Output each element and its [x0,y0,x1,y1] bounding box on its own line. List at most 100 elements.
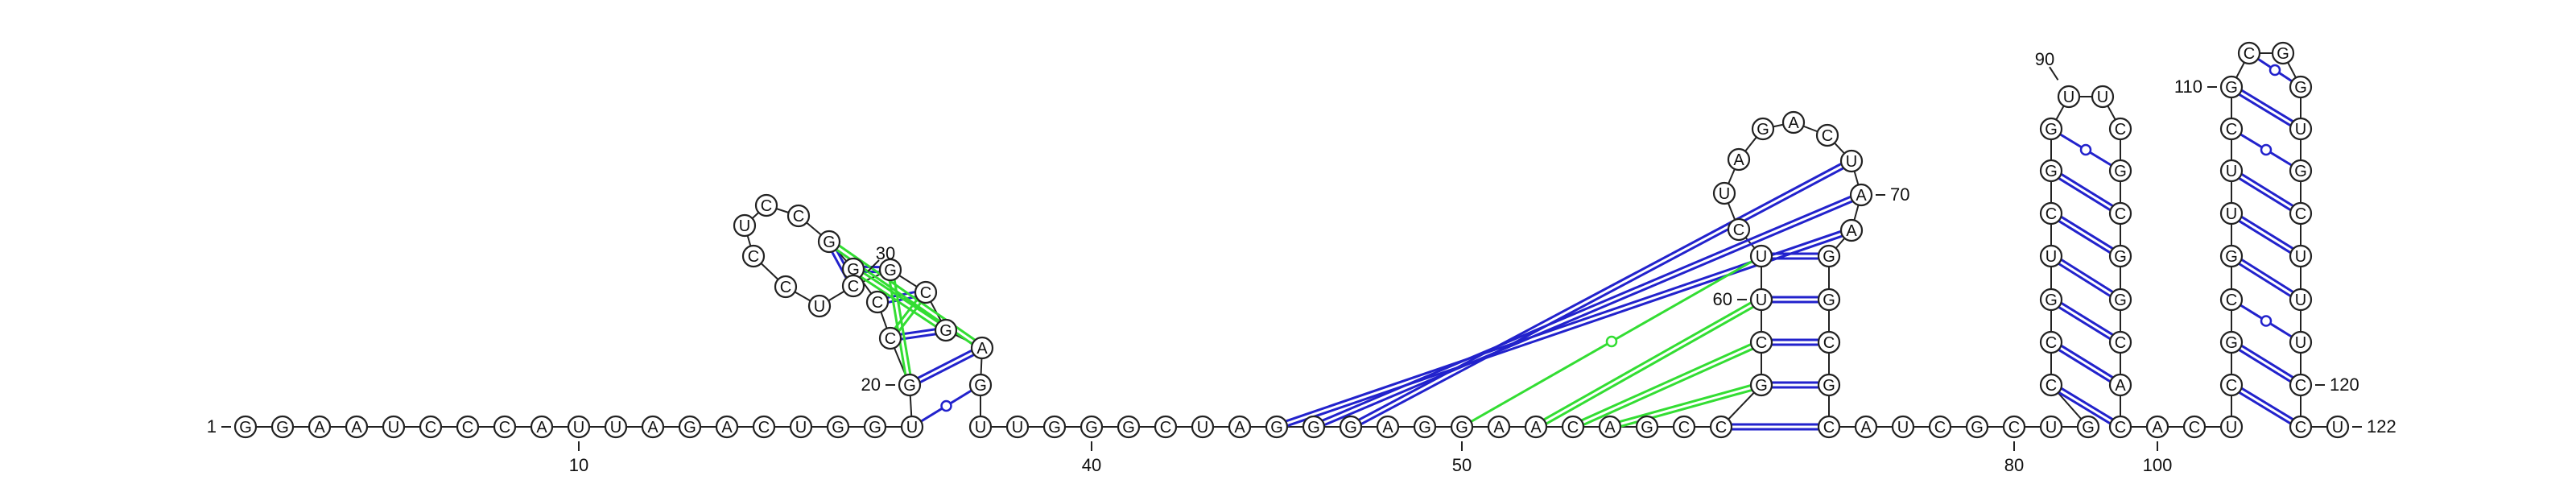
nucleotide-101: C [2182,415,2207,439]
nucleotide-circle [2145,415,2169,439]
nucleotide-letter: G [2277,45,2289,63]
nucleotide-circle [1817,330,1841,354]
nucleotide-letter: C [885,330,896,348]
nucleotide-circle [382,415,406,439]
nucleotide-letter: C [2046,205,2057,223]
nucleotide-circle [456,415,480,439]
nucleotide-circle [2108,159,2132,183]
nucleotide-18: G [863,415,887,439]
nucleotide-letter: A [536,419,547,437]
nucleotide-circle [1839,218,1864,242]
nucleotide-letter: G [1757,121,1769,139]
nucleotide-circle [604,415,628,439]
nucleotide-letter: G [2045,121,2058,139]
nucleotide-41: G [1117,415,1141,439]
nucleotide-80: C [2002,415,2026,439]
nucleotide-circle [914,280,938,304]
gu-pair-marker [2079,143,2092,156]
nucleotide-59: C [1749,330,1773,354]
nucleotide-circle [1749,373,1773,397]
nucleotide-letter: C [499,419,510,437]
nucleotide-circle [1302,415,1326,439]
nucleotide-circle [2057,85,2081,109]
nucleotide-letter: U [975,419,986,437]
nucleotide-circle [1005,415,1030,439]
nucleotide-letter: A [1493,419,1505,437]
gu-pair-marker [1605,335,1618,348]
nucleotide-letter: C [2115,419,2126,437]
nucleotide-39: G [1042,415,1067,439]
nucleotide-90: U [2057,85,2081,109]
nucleotide-circle [419,415,443,439]
nucleotide-7: C [456,415,480,439]
pseudoknot-pair-line [1534,296,1762,426]
nucleotide-30: U [807,294,832,318]
nucleotide-circle [2108,201,2132,226]
nucleotide-circle [493,415,517,439]
nucleotide-20: G [898,373,922,397]
nucleotide-letter: A [1860,419,1872,437]
position-label: 40 [1082,455,1101,475]
nucleotide-89: G [2039,117,2063,141]
nucleotide-letter: U [610,419,621,437]
nucleotide-circle [2289,373,2313,397]
nucleotide-letter: U [2295,248,2306,266]
nucleotide-letter: U [573,419,584,437]
nucleotide-letter: U [2226,205,2237,223]
gu-pair-marker [2268,64,2281,77]
nucleotide-13: G [678,415,702,439]
nucleotide-37: U [968,415,993,439]
nucleotide-44: A [1228,415,1252,439]
base-pair-line [2051,296,2124,341]
nucleotide-40: G [1080,415,1104,439]
nucleotide-75: C [1817,415,1841,439]
nucleotide-letter: U [1897,419,1909,437]
nucleotide-70: A [1839,218,1864,242]
base-pair-line [909,349,985,389]
nucleotide-circle [863,415,887,439]
nucleotide-22: C [865,290,890,314]
nucleotide-58: G [1749,373,1773,397]
nucleotide-circle [968,415,993,439]
nucleotide-circle [1672,415,1696,439]
nucleotide-letter: U [2295,121,2306,139]
nucleotide-circle [733,213,757,238]
nucleotide-letter: G [1122,419,1135,437]
nucleotide-letter: A [1733,151,1744,169]
nucleotide-68: U [1839,149,1864,173]
nucleotide-98: A [2108,373,2132,397]
nucleotide-letter: G [2114,292,2127,309]
nucleotide-34: G [934,318,958,342]
base-pair-line [2228,214,2301,260]
nucleotide-79: G [1965,415,1989,439]
nucleotide-circle [2289,244,2313,268]
position-label: 20 [861,374,881,395]
nucleotide-87: C [2039,201,2063,226]
nucleotide-letter: C [1715,419,1727,437]
nucleotide-121: C [2289,415,2313,439]
nucleotide-circle [934,318,958,342]
nucleotide-letter: G [1455,419,1468,437]
pseudoknot-pair-line [1608,381,1762,426]
nucleotide-letter: U [2332,419,2343,437]
nucleotide-circle [2289,288,2313,312]
nucleotide-circle [641,415,665,439]
nucleotide-107: U [2219,201,2244,226]
nucleotide-circle [2039,415,2063,439]
nucleotide-circle [2289,201,2313,226]
nucleotide-122: U [2326,415,2350,439]
nucleotide-116: C [2289,201,2313,226]
base-pair-line [2051,209,2124,255]
nucleotide-letter: G [1270,419,1283,437]
nucleotide-letter: G [1823,377,1835,395]
nucleotide-letter: G [2045,163,2058,180]
nucleotide-circle [1854,415,1878,439]
nucleotide-82: G [2076,415,2100,439]
nucleotide-letter: U [795,419,807,437]
nucleotide-91: U [2091,85,2115,109]
nucleotide-letter: C [872,294,883,312]
nucleotide-circle [1815,123,1839,147]
nucleotide-circle [2219,201,2244,226]
nucleotide-circle [1561,415,1585,439]
nucleotide-circle [1749,330,1773,354]
